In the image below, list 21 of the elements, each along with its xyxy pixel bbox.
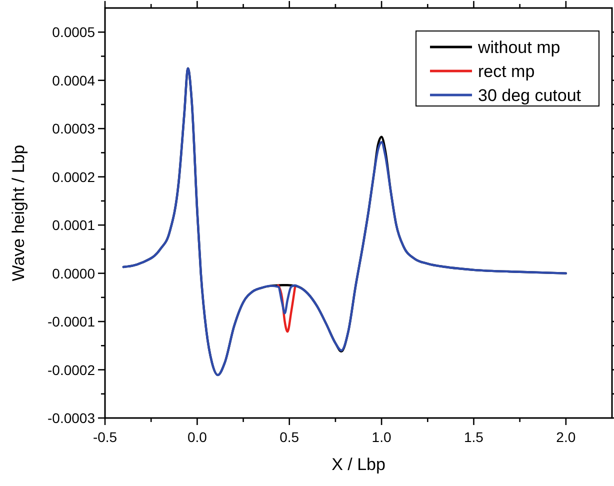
y-tick-label: 0.0005 bbox=[52, 24, 96, 40]
y-tick-label: -0.0002 bbox=[48, 362, 96, 378]
legend-label: without mp bbox=[477, 38, 560, 57]
x-tick-label: 1.5 bbox=[464, 429, 484, 445]
y-tick-label: 0.0003 bbox=[52, 120, 96, 137]
y-tick-label: 0.0000 bbox=[52, 265, 96, 282]
x-tick-label: -0.5 bbox=[92, 429, 118, 445]
x-axis-title: X / Lbp bbox=[332, 455, 386, 474]
y-tick-label: -0.0001 bbox=[48, 314, 96, 330]
legend-label: 30 deg cutout bbox=[478, 86, 582, 105]
line-series bbox=[277, 284, 296, 333]
x-tick-label: 2.0 bbox=[556, 429, 576, 445]
y-tick-label: -0.0003 bbox=[48, 410, 96, 426]
x-tick-label: 0.5 bbox=[280, 429, 300, 445]
x-tick-label: 0.0 bbox=[187, 429, 208, 445]
x-tick-label: 1.0 bbox=[372, 429, 392, 445]
y-tick-label: 0.0004 bbox=[52, 72, 96, 88]
y-tick-label: 0.0002 bbox=[52, 168, 96, 185]
y-axis-title: Wave height / Lbp bbox=[9, 144, 28, 282]
legend-label: rect mp bbox=[478, 62, 535, 81]
y-tick-label: 0.0001 bbox=[52, 217, 96, 234]
